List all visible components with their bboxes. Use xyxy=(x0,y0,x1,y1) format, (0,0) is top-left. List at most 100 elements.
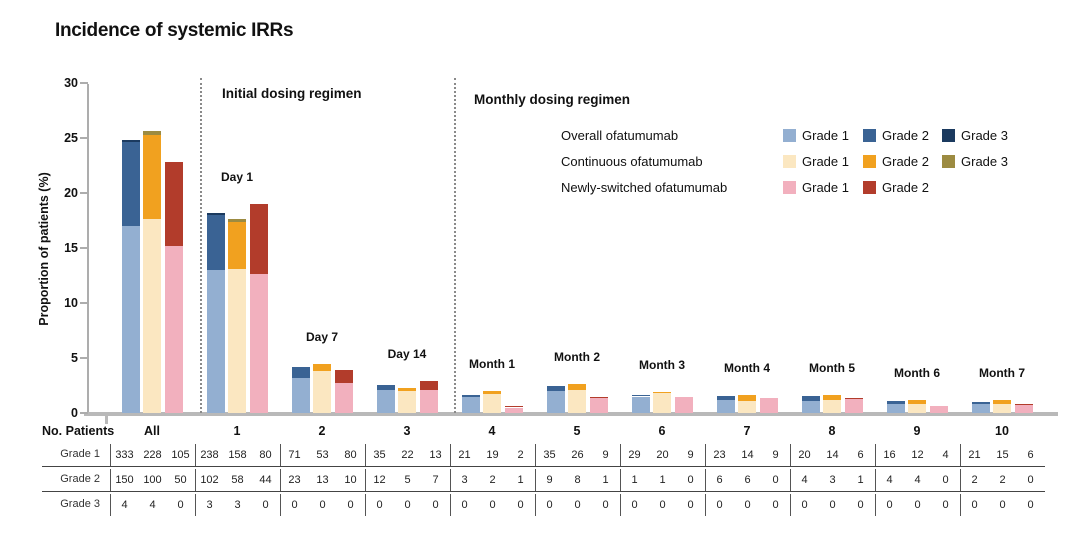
table-value: 158 xyxy=(228,449,247,461)
table-value: 6 xyxy=(1027,449,1034,461)
table-value: 150 xyxy=(115,474,134,486)
period-label: Month 1 xyxy=(469,357,515,371)
table-value: 2 xyxy=(999,474,1006,486)
table-value: 21 xyxy=(458,449,471,461)
bar-segment-continuous-grade1 xyxy=(738,400,756,413)
bar-segment-overall-grade2 xyxy=(971,402,990,404)
bar-segment-overall-grade2 xyxy=(121,142,140,226)
table-value: 1 xyxy=(857,474,864,486)
table-cell: 21 15 6 xyxy=(959,444,1045,466)
bar-segment-overall-grade2 xyxy=(801,395,820,401)
bar-segment-continuous-grade1 xyxy=(228,268,246,413)
table-value: 228 xyxy=(143,449,162,461)
table-cell: 0 0 0 xyxy=(874,494,960,516)
bar-segment-continuous-grade2 xyxy=(993,400,1011,404)
x-axis-baseline xyxy=(84,412,1058,416)
bar-segment-newly-grade2 xyxy=(334,370,353,384)
table-value: 0 xyxy=(376,499,383,511)
table-row-label: Grade 3 xyxy=(60,498,100,510)
bar-segment-overall-grade1 xyxy=(971,403,990,413)
bar-segment-continuous-grade2 xyxy=(228,221,246,269)
legend-swatch-icon xyxy=(783,129,796,142)
bar-segment-overall-grade2 xyxy=(631,394,650,397)
table-value: 3 xyxy=(234,499,241,511)
table-value: 0 xyxy=(546,499,553,511)
bar-segment-newly-grade2 xyxy=(249,204,268,275)
bar-segment-continuous-grade1 xyxy=(568,389,586,413)
period-label: Day 7 xyxy=(305,329,339,344)
legend-grade-label: Grade 3 xyxy=(961,128,1008,143)
table-value: 0 xyxy=(1027,499,1034,511)
bar-segment-continuous-grade2 xyxy=(568,383,586,390)
legend-grade-label: Grade 3 xyxy=(961,154,1008,169)
y-axis-line xyxy=(87,84,89,414)
period-label: Month 5 xyxy=(809,361,855,376)
table-row-label: Grade 1 xyxy=(60,448,100,460)
table-value: 0 xyxy=(999,499,1006,511)
y-tick-mark xyxy=(80,302,88,304)
table-group-label: All xyxy=(144,424,160,438)
table-value: 0 xyxy=(461,499,468,511)
x-axis-tick xyxy=(105,416,108,424)
table-value: 4 xyxy=(149,499,156,511)
table-value: 26 xyxy=(571,449,584,461)
y-tick-mark xyxy=(80,247,88,249)
bar-segment-newly-grade1 xyxy=(844,399,863,413)
legend-grade-label: Grade 2 xyxy=(882,180,929,195)
bar-segment-newly-grade1 xyxy=(334,383,353,413)
table-cell: 21 19 2 xyxy=(449,444,535,466)
period-label: Month 2 xyxy=(554,349,600,364)
table-value: 9 xyxy=(546,474,553,486)
section-separator-monthly xyxy=(454,78,456,413)
table-cell: 2 2 0 xyxy=(959,469,1045,491)
bar-segment-continuous-grade2 xyxy=(738,395,756,401)
table-value: 0 xyxy=(801,499,808,511)
table-cell: 4 4 0 xyxy=(109,494,195,516)
table-value: 0 xyxy=(659,499,666,511)
legend-series-name: Newly-switched ofatumumab xyxy=(561,180,728,195)
bar-segment-continuous-grade2 xyxy=(908,400,926,404)
table-group-label: 10 xyxy=(995,424,1009,438)
table-value: 0 xyxy=(942,499,949,511)
table-value: 0 xyxy=(942,474,949,486)
table-group-label: 6 xyxy=(658,424,666,438)
bar-segment-continuous-grade2 xyxy=(483,391,501,394)
table-group-label: 5 xyxy=(573,424,581,438)
table-value: 0 xyxy=(574,499,581,511)
bar-segment-newly-grade2 xyxy=(844,397,863,400)
table-row-label: Grade 2 xyxy=(60,473,100,485)
legend-grade-label: Grade 2 xyxy=(882,154,929,169)
table-value: 9 xyxy=(602,449,609,461)
table-cell: 0 0 0 xyxy=(449,494,535,516)
bar-segment-newly-grade1 xyxy=(504,407,523,413)
table-value: 50 xyxy=(174,474,187,486)
table-value: 4 xyxy=(801,474,808,486)
table-value: 0 xyxy=(716,499,723,511)
bar-segment-newly-grade1 xyxy=(419,389,438,413)
bar-segment-newly-grade1 xyxy=(249,274,268,413)
bar-segment-overall-grade1 xyxy=(546,391,565,413)
table-value: 0 xyxy=(829,499,836,511)
table-value: 0 xyxy=(432,499,439,511)
section-label-initial-dosing: Initial dosing regimen xyxy=(222,86,362,101)
y-tick-mark xyxy=(80,412,88,414)
bar-segment-overall-grade1 xyxy=(461,397,480,413)
table-value: 4 xyxy=(942,449,949,461)
bar-segment-overall-grade1 xyxy=(716,399,735,413)
period-label: Month 7 xyxy=(979,366,1025,381)
bar-segment-newly-grade2 xyxy=(589,396,608,398)
bar-segment-newly-grade2 xyxy=(164,162,183,246)
table-value: 14 xyxy=(826,449,839,461)
table-value: 1 xyxy=(602,474,609,486)
legend-swatch-icon xyxy=(942,155,955,168)
table-value: 0 xyxy=(291,499,298,511)
y-tick-label: 5 xyxy=(71,351,78,365)
table-cell: 238 158 80 xyxy=(194,444,280,466)
bar-segment-overall-grade1 xyxy=(631,396,650,413)
bar-segment-overall-grade1 xyxy=(206,270,225,413)
table-cell: 0 0 0 xyxy=(704,494,790,516)
bar-segment-continuous-grade1 xyxy=(313,371,331,413)
table-value: 12 xyxy=(911,449,924,461)
table-value: 0 xyxy=(262,499,269,511)
table-value: 0 xyxy=(772,499,779,511)
